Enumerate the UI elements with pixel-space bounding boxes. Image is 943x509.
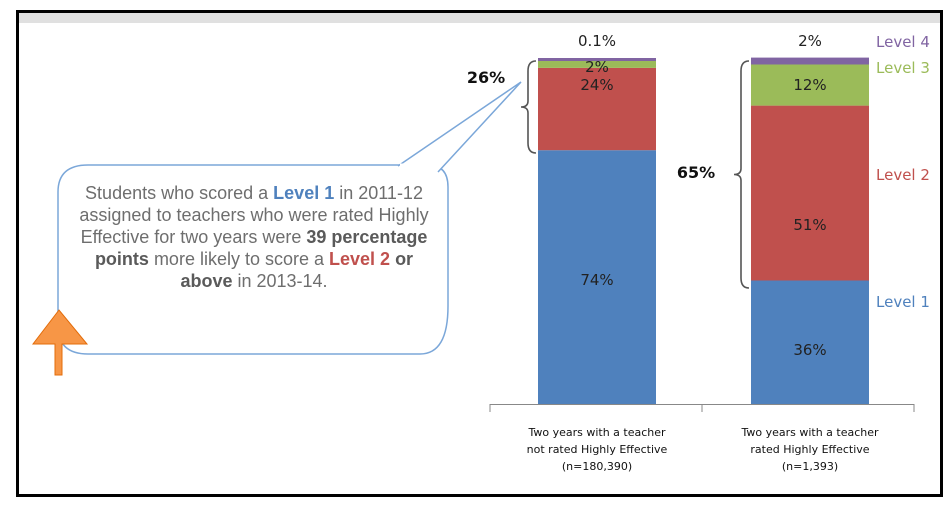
category-label-1-line-1: Two years with a teacher (527, 426, 666, 439)
data-label-level-2-2: 51% (793, 216, 826, 234)
legend-level-1: Level 1 (876, 293, 930, 311)
bar-segment-level-2-1 (538, 67, 656, 151)
category-label-1: Two years with a teacher not rated Highly… (527, 426, 668, 473)
data-label-level-3-1: 2% (585, 58, 609, 76)
stacked-bar-chart: 74%24%2%0.1%36%51%12%2% 26%65% Level 1Le… (16, 10, 943, 497)
bracket-label-1: 26% (467, 68, 505, 87)
bracket-label-2: 65% (677, 163, 715, 182)
callout-points: 39 percentage points (94, 227, 428, 269)
bar-segment-level-3-2 (751, 64, 869, 106)
frame-border (16, 10, 943, 497)
callout-text-2: in 2011-12 assigned to teachers who were… (79, 183, 429, 247)
callout-tail (397, 81, 522, 173)
category-label-1-line-2: not rated Highly Effective (527, 443, 668, 456)
legend-level-2: Level 2 (876, 166, 930, 184)
callout-level1: Level 1 (273, 183, 335, 203)
callout-text-4: in 2013-14. (232, 271, 328, 291)
callout-bubble (57, 164, 449, 355)
header-strip (19, 13, 940, 23)
category-label-2-line-2: rated Highly Effective (750, 443, 869, 456)
callout-text-3: more likely to score a (148, 249, 329, 269)
callout-level2: Level 2 (329, 249, 391, 269)
legend-level-3: Level 3 (876, 59, 930, 77)
callout-above: or above (180, 249, 414, 291)
data-label-level-2-1: 24% (580, 76, 613, 94)
category-label-1-line-3: (n=180,390) (562, 460, 632, 473)
data-label-level-1-1: 74% (580, 271, 613, 289)
bar-segment-level-2-2 (751, 105, 869, 281)
legend-layer: Level 1 Level 2 Level 3 Level 4 (876, 33, 930, 311)
bars-layer: 74%24%2%0.1%36%51%12%2% (538, 32, 869, 404)
data-label-level-4-1: 0.1% (578, 32, 616, 50)
bar-segment-level-3-1 (538, 61, 656, 68)
bar-segment-level-4-1 (538, 58, 656, 61)
x-axis: Two years with a teacher not rated Highly… (489, 404, 915, 473)
up-arrow-icon (31, 309, 89, 376)
bracket-1 (520, 60, 537, 154)
brackets-layer: 26% 65% (467, 60, 750, 289)
data-label-level-1-2: 36% (793, 341, 826, 359)
legend-level-4: Level 4 (876, 33, 930, 51)
slide-frame: 74% 24% 2% 0.1% 36% 51% 12% 2% 26% 65% Level 1 Le… (16, 10, 943, 498)
data-label-level-4-2: 2% (798, 32, 822, 50)
bar-segment-level-1-2 (751, 280, 869, 404)
callout-text-1: Students who scored a (85, 183, 274, 203)
bar-segment-level-1-1 (538, 150, 656, 404)
bar-segment-level-4-2 (751, 57, 869, 65)
callout-text: Students who scored a Level 1 in 2011-12… (74, 182, 434, 363)
data-label-level-3-2: 12% (793, 76, 826, 94)
category-label-2-line-1: Two years with a teacher (740, 426, 879, 439)
category-label-2-line-3: (n=1,393) (782, 460, 838, 473)
category-label-2: Two years with a teacher rated Highly Eff… (740, 426, 879, 473)
bracket-2 (733, 60, 750, 289)
